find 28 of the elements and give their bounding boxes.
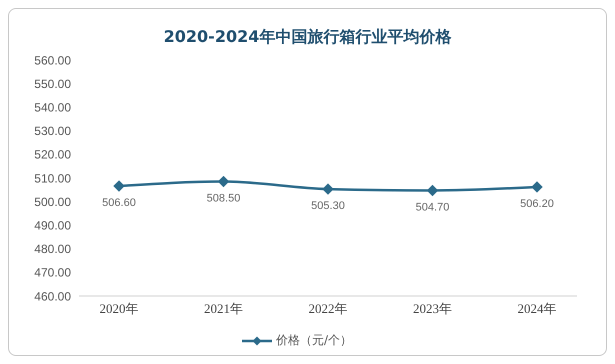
- y-tick-label: 550.00: [34, 76, 72, 91]
- y-tick-label: 510.00: [34, 171, 72, 186]
- data-label: 508.50: [206, 192, 240, 205]
- x-tick-label: 2020年: [100, 301, 138, 316]
- x-tick-label: 2021年: [204, 301, 243, 316]
- y-tick-label: 480.00: [34, 242, 72, 256]
- x-tick-label: 2024年: [518, 301, 556, 316]
- point: [218, 176, 229, 188]
- y-tick-label: 500.00: [34, 194, 72, 209]
- x-tick-label: 2023年: [413, 301, 452, 316]
- point: [427, 185, 438, 196]
- data-label: 505.30: [311, 200, 345, 212]
- chart-title: 2020-2024年中国旅行箱行业平均价格: [162, 27, 452, 48]
- y-tick-label: 520.00: [34, 148, 72, 162]
- y-tick-label: 470.00: [34, 266, 72, 280]
- data-label: 504.70: [416, 202, 450, 214]
- point: [322, 184, 334, 195]
- y-tick-label: 490.00: [34, 218, 72, 232]
- x-tick-label: 2022年: [308, 301, 348, 316]
- y-tick-label: 540.00: [34, 100, 72, 114]
- point: [114, 180, 124, 192]
- data-label: 506.20: [520, 198, 554, 210]
- y-tick-label: 560.00: [34, 53, 72, 68]
- point: [532, 181, 542, 192]
- legend-label: 价格（元/个）: [274, 332, 352, 349]
- y-tick-label: 460.00: [34, 289, 72, 304]
- data-label: 506.60: [102, 197, 136, 210]
- y-tick-label: 530.00: [34, 124, 72, 138]
